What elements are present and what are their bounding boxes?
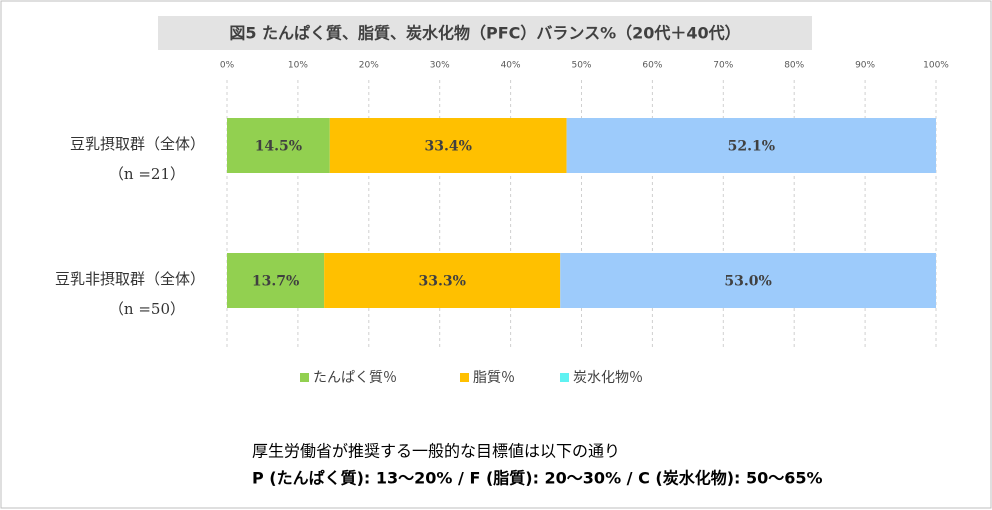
x-tick-label: 90% [855,61,875,71]
x-tick-label: 60% [642,61,662,71]
bar-segment [227,253,325,308]
legend-marker [300,373,309,382]
value-label: 53.0% [724,274,771,290]
bar-segment [329,118,567,173]
legend-marker [560,373,569,382]
legend-marker [460,373,469,382]
legend-label: 炭水化物％ [573,370,643,386]
x-tick-label: 80% [784,61,804,71]
value-label: 33.4% [425,139,472,155]
x-tick-label: 100% [923,61,949,71]
legend-label: 脂質％ [473,370,515,386]
category-label: 豆乳摂取群（全体） [70,135,205,153]
value-label: 13.7% [252,274,299,290]
bar-segment [566,118,936,173]
category-label: 豆乳非摂取群（全体） [55,270,205,288]
x-tick-label: 10% [288,61,308,71]
note: 厚生労働省が推奨する一般的な目標値は以下の通り [252,442,620,461]
value-label: 52.1% [728,139,775,155]
x-tick-label: 20% [359,61,379,71]
value-label: 14.5% [255,139,302,155]
x-tick-label: 40% [501,61,521,71]
legend-label: たんぱく質％ [313,370,397,386]
x-tick-label: 50% [571,61,591,71]
bar-segment [227,118,330,173]
x-tick-label: 30% [430,61,450,71]
title-box [158,16,812,50]
bar-segment [560,253,936,308]
bar-segment [324,253,561,308]
category-note: （n =50） [109,300,185,318]
chart-title: 図5 たんぱく質、脂質、炭水化物（PFC）バランス%（20代＋40代） [229,24,740,43]
value-label: 33.3% [418,274,465,290]
x-tick-label: 70% [713,61,733,71]
category-note: （n =21） [109,165,185,183]
x-tick-label: 0% [220,61,235,71]
note: P (たんぱく質): 13〜20% / F (脂質): 20〜30% / C (… [252,469,823,488]
